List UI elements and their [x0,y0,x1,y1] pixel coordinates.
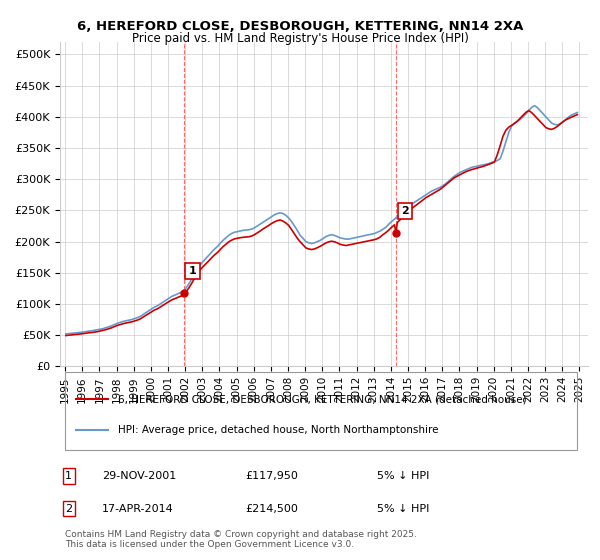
Text: 6, HEREFORD CLOSE, DESBOROUGH, KETTERING, NN14 2XA (detached house): 6, HEREFORD CLOSE, DESBOROUGH, KETTERING… [118,394,527,404]
Text: 1: 1 [65,471,72,481]
Text: Price paid vs. HM Land Registry's House Price Index (HPI): Price paid vs. HM Land Registry's House … [131,32,469,45]
Text: HPI: Average price, detached house, North Northamptonshire: HPI: Average price, detached house, Nort… [118,425,439,435]
Text: £117,950: £117,950 [245,471,298,481]
Text: 5% ↓ HPI: 5% ↓ HPI [377,471,429,481]
Text: 5% ↓ HPI: 5% ↓ HPI [377,503,429,514]
Text: Contains HM Land Registry data © Crown copyright and database right 2025.
This d: Contains HM Land Registry data © Crown c… [65,530,417,549]
Text: 1: 1 [189,266,196,276]
Text: 29-NOV-2001: 29-NOV-2001 [102,471,176,481]
Text: 2: 2 [65,503,73,514]
Text: 2: 2 [401,206,409,216]
Text: £214,500: £214,500 [245,503,298,514]
Text: 17-APR-2014: 17-APR-2014 [102,503,174,514]
Text: 6, HEREFORD CLOSE, DESBOROUGH, KETTERING, NN14 2XA: 6, HEREFORD CLOSE, DESBOROUGH, KETTERING… [77,20,523,32]
